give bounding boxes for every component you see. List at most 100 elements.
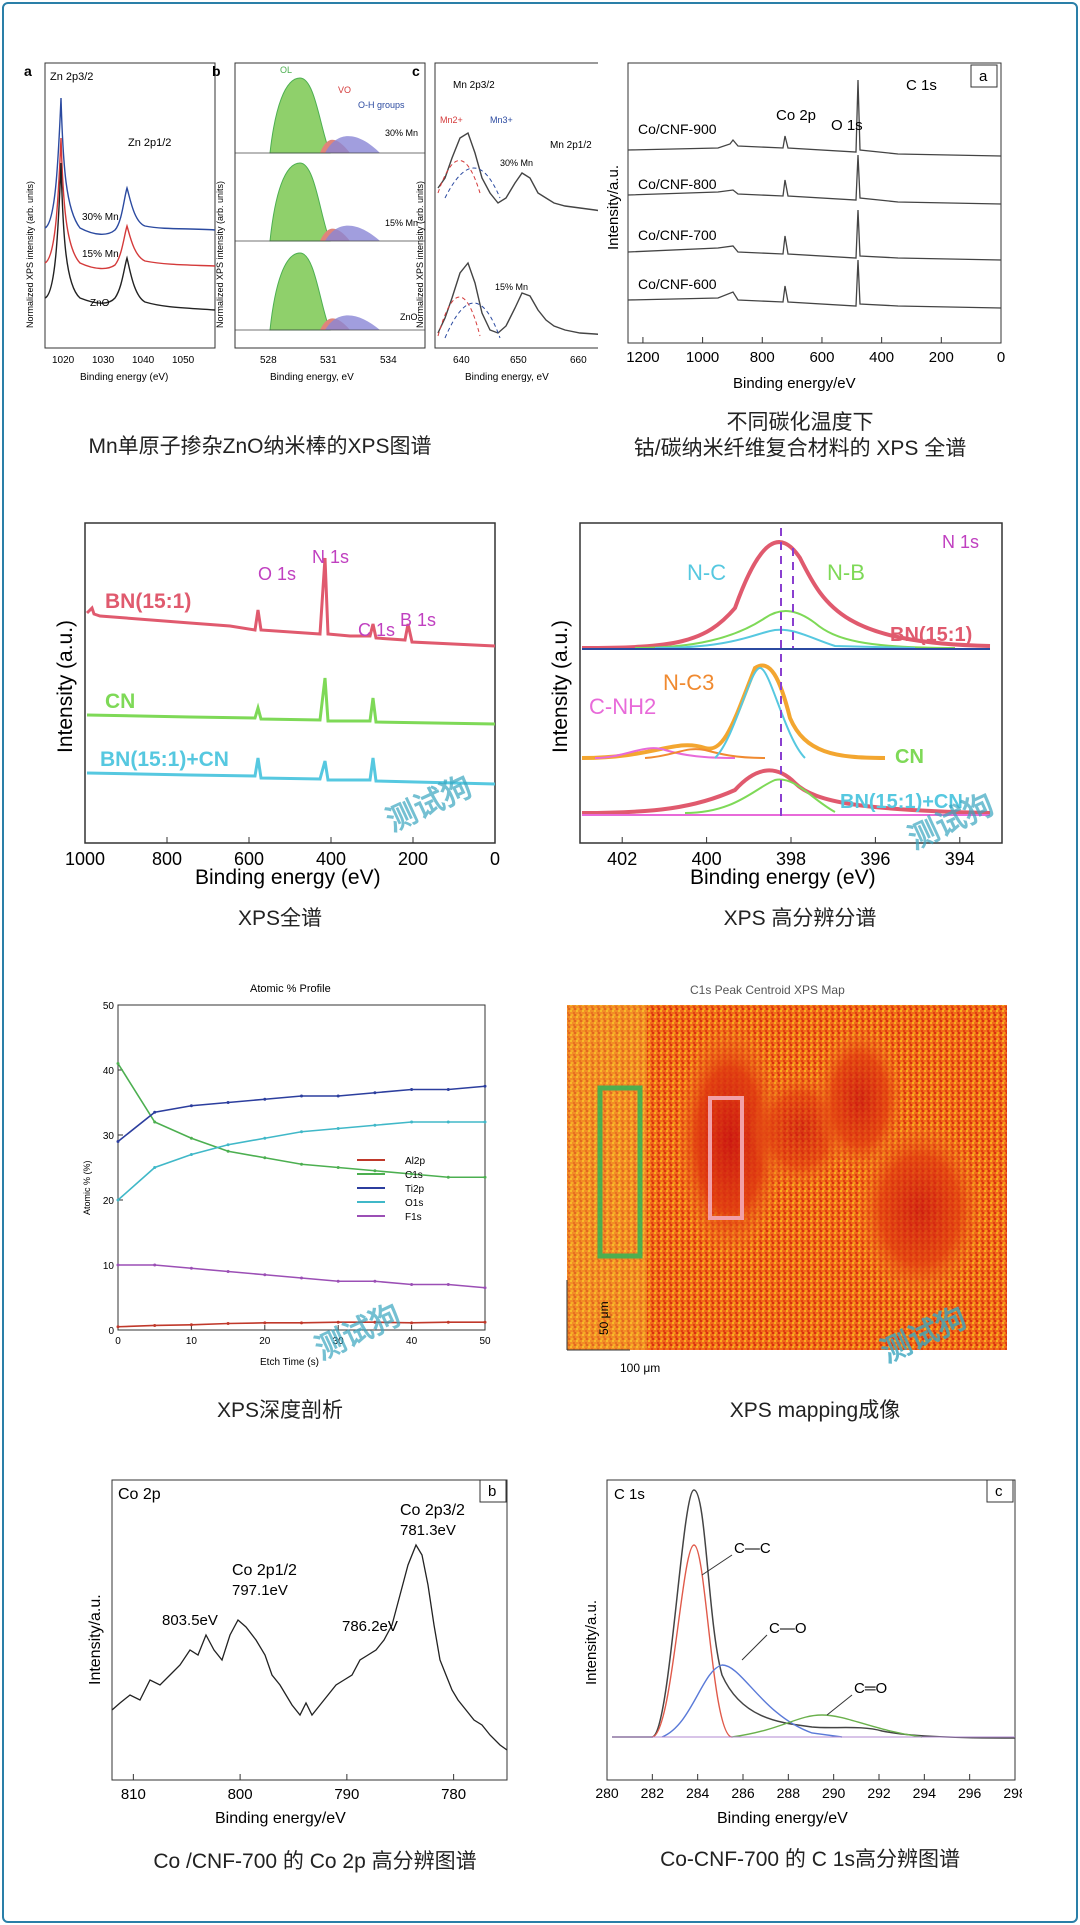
mn-30-label: 30% Mn xyxy=(82,212,119,223)
n1s-peak-label: N 1s xyxy=(312,547,349,567)
mn-a-tick-1: 1030 xyxy=(92,355,115,366)
co2p-7813-label: 781.3eV xyxy=(400,1522,456,1539)
depth-point-ti2p-0 xyxy=(116,1140,120,1143)
caption-survey: XPS全谱 xyxy=(237,907,323,930)
c1s-panel-letter: c xyxy=(995,1483,1003,1500)
mn3-label: Mn3+ xyxy=(490,115,513,125)
coCnfTicks-label-6: 0 xyxy=(997,349,1005,366)
depth-point-f1s-6 xyxy=(336,1279,340,1283)
depth-legend-label-0: Al2p xyxy=(405,1156,425,1167)
co2p-figure: b Co 2p 803.5eV Co 2p1/2 797.1eV 786.2eV… xyxy=(80,1475,520,1830)
depth-point-f1s-4 xyxy=(263,1273,267,1277)
depth-point-o1s-0 xyxy=(116,1198,120,1202)
mn-panel-b-letter: b xyxy=(212,63,221,79)
mn-b-oh-peak-top xyxy=(325,136,380,153)
c1sTicks-label-0: 280 xyxy=(595,1785,619,1801)
n1s-cn-label: CN xyxy=(895,746,924,768)
co-2p-annotation: Co 2p xyxy=(776,107,816,124)
bn-fit-curve xyxy=(581,540,991,650)
depth-point-f1s-5 xyxy=(300,1276,303,1280)
c1s-cc-line xyxy=(651,1544,733,1738)
depth-point-ti2p-7 xyxy=(373,1091,377,1095)
bn-xlabel: Binding energy (eV) xyxy=(195,866,381,889)
depth-ylabel: Atomic % (%) xyxy=(82,1160,92,1215)
zn-2p12-label: Zn 2p1/2 xyxy=(128,137,171,149)
mn-c-xlabel: Binding energy, eV xyxy=(465,372,549,383)
depth-xtick-1: 10 xyxy=(186,1336,198,1347)
co-cnf-700-label: Co/CNF-700 xyxy=(638,227,717,243)
bn-cn-series-line xyxy=(86,757,496,786)
cn-series-line xyxy=(86,677,496,726)
depth-point-c1s-7 xyxy=(373,1169,377,1173)
c1sTicks-label-2: 284 xyxy=(686,1785,710,1801)
depth-point-f1s-8 xyxy=(410,1283,414,1286)
depth-series-f1s xyxy=(118,1264,486,1289)
c1sTicks-label-4: 288 xyxy=(777,1785,801,1801)
co-cnf-700-line xyxy=(627,209,1002,261)
depth-point-ti2p-9 xyxy=(446,1088,450,1091)
bnTicks-label-0: 1000 xyxy=(65,849,105,869)
caption-highres: XPS 高分辨分谱 xyxy=(723,907,877,930)
coCnfTicks-label-3: 600 xyxy=(809,349,834,366)
co-cnf-lines xyxy=(627,79,1002,309)
ol-label: OL xyxy=(280,65,292,75)
mn-panel-c-letter: c xyxy=(412,63,420,79)
c-nh2-label: C-NH2 xyxy=(589,694,656,719)
depth-point-f1s-3 xyxy=(226,1270,230,1273)
co2p-spectrum-line xyxy=(111,1543,508,1751)
coCnfTicks-label-2: 800 xyxy=(750,349,775,366)
c1s-c-double-o-line xyxy=(731,1714,923,1738)
depth-point-al2p-8 xyxy=(410,1321,414,1325)
co2p-7971-label: 797.1eV xyxy=(232,1582,288,1599)
co2p-12-label: Co 2p1/2 xyxy=(232,1562,297,1579)
depth-xtick-4: 40 xyxy=(406,1336,418,1347)
c1sTicks-label-9: 298 xyxy=(1003,1785,1022,1801)
c1s-peak-label: C 1s xyxy=(358,620,395,640)
depth-legend-label-4: F1s xyxy=(405,1212,422,1223)
n1sTicks-label-2: 398 xyxy=(776,849,806,869)
mapping-figure: C1s Peak Centroid XPS Map 50 μm xyxy=(540,980,1020,1380)
cn-fit-curve xyxy=(581,663,886,760)
zn-2p32-label: Zn 2p3/2 xyxy=(50,71,93,83)
depth-point-c1s-6 xyxy=(336,1166,340,1169)
mn-b-tick-1: 531 xyxy=(320,355,337,366)
co-cnf-800-line xyxy=(627,154,1002,205)
depth-point-ti2p-3 xyxy=(226,1101,230,1104)
co-cnf-xlabel: Binding energy/eV xyxy=(733,375,856,392)
depth-point-al2p-7 xyxy=(373,1320,377,1324)
depth-point-al2p-6 xyxy=(336,1320,340,1324)
mn-a-ylabel: Normalized XPS intensity (arb. units) xyxy=(25,181,35,328)
depth-point-al2p-3 xyxy=(226,1322,230,1325)
c1sTicks-label-5: 290 xyxy=(822,1785,846,1801)
mn-2p12-label: Mn 2p1/2 xyxy=(550,140,592,151)
mn-c-tick-2: 660 xyxy=(570,355,587,366)
depth-point-al2p-0 xyxy=(116,1325,120,1329)
mn-a-tick-2: 1040 xyxy=(132,355,155,366)
c1s-xticks: 280 282 284 286 288 290 292 294 296 298 xyxy=(595,1774,1027,1801)
mn-a-tick-3: 1050 xyxy=(172,355,195,366)
depth-point-al2p-10 xyxy=(483,1320,487,1324)
depth-series xyxy=(116,1062,487,1329)
c1s-envelope-line xyxy=(612,1489,1016,1739)
depth-ytick-1: 10 xyxy=(103,1261,115,1272)
depth-ytick-2: 20 xyxy=(103,1196,115,1207)
mn-b-tick-2: 534 xyxy=(380,355,397,366)
depth-point-ti2p-1 xyxy=(153,1110,157,1114)
depth-point-f1s-2 xyxy=(189,1266,193,1270)
depth-point-c1s-8 xyxy=(410,1172,414,1176)
caption-depth: XPS深度剖析 xyxy=(216,1399,344,1422)
n-c-label: N-C xyxy=(687,560,726,585)
mapping-pink-roi[interactable] xyxy=(708,1096,744,1220)
depth-legend-label-1: C1s xyxy=(405,1170,423,1181)
c1s-title: C 1s xyxy=(614,1486,645,1503)
mn-b-ol-peak-top xyxy=(269,77,331,154)
mapping-green-roi[interactable] xyxy=(597,1085,643,1259)
depth-title: Atomic % Profile xyxy=(250,983,331,995)
co2p-panel-letter: b xyxy=(488,1483,496,1500)
depth-point-ti2p-6 xyxy=(336,1094,340,1098)
n1s-title: N 1s xyxy=(942,532,979,552)
c1s-ylabel: Intensity/a.u. xyxy=(583,1600,600,1685)
mn-zno-15mn-line xyxy=(44,137,216,270)
depth-point-o1s-8 xyxy=(410,1120,414,1124)
depth-point-f1s-9 xyxy=(446,1283,450,1286)
